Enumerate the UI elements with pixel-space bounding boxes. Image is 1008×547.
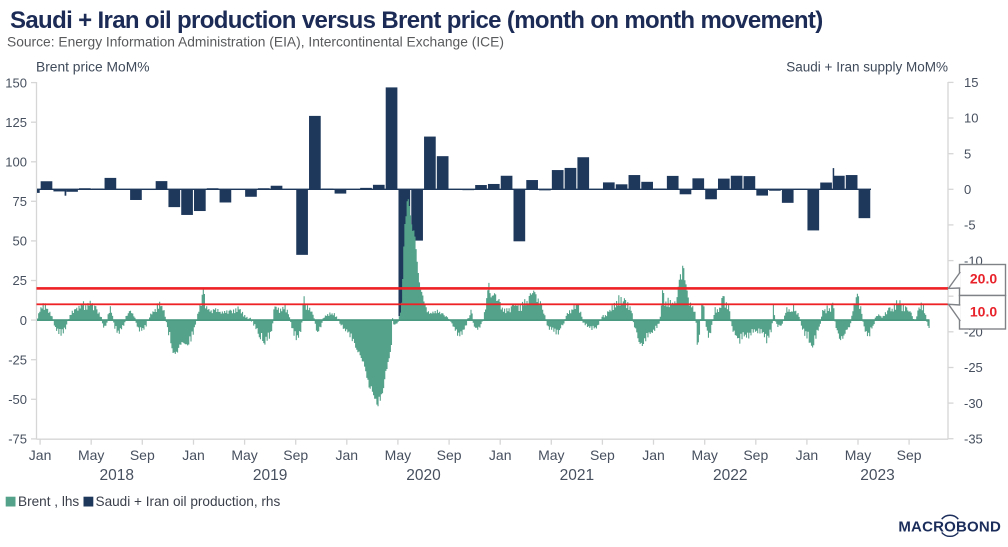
svg-text:-5: -5 [964,218,976,233]
svg-text:2023: 2023 [860,467,894,484]
svg-text:Jan: Jan [489,447,512,463]
svg-text:-25: -25 [8,352,27,367]
svg-text:Saudi + Iran oil production ve: Saudi + Iran oil production versus Brent… [10,7,823,34]
svg-text:25: 25 [13,273,27,288]
svg-text:2022: 2022 [713,467,747,484]
svg-text:-30: -30 [964,396,983,411]
svg-text:Jan: Jan [796,447,819,463]
svg-text:Saudi + Iran oil production, r: Saudi + Iran oil production, rhs [96,494,281,509]
svg-text:Sep: Sep [130,447,155,463]
svg-text:Jan: Jan [336,447,359,463]
svg-text:2020: 2020 [406,467,441,484]
svg-text:May: May [385,447,411,463]
svg-text:125: 125 [5,115,27,130]
svg-text:2018: 2018 [100,467,134,484]
svg-text:Saudi + Iran supply MoM%: Saudi + Iran supply MoM% [786,60,948,75]
svg-text:150: 150 [5,75,27,90]
svg-text:10.0: 10.0 [970,304,997,320]
svg-text:Sep: Sep [897,447,922,463]
svg-text:75: 75 [13,194,27,209]
svg-text:20.0: 20.0 [970,271,997,287]
svg-text:Brent , lhs: Brent , lhs [18,494,79,509]
svg-text:2019: 2019 [253,467,287,484]
svg-text:MACROBOND: MACROBOND [898,519,1001,536]
svg-text:Source: Energy Information Adm: Source: Energy Information Administratio… [7,35,504,50]
svg-text:Brent price MoM%: Brent price MoM% [36,60,149,75]
svg-text:May: May [691,447,717,463]
svg-text:May: May [538,447,564,463]
svg-text:Jan: Jan [29,447,52,463]
svg-text:Sep: Sep [437,447,462,463]
svg-text:5: 5 [964,146,971,161]
svg-text:-75: -75 [8,432,27,447]
svg-text:Sep: Sep [743,447,768,463]
svg-text:Jan: Jan [182,447,205,463]
svg-text:0: 0 [964,182,971,197]
svg-text:Sep: Sep [590,447,615,463]
svg-text:-50: -50 [8,392,27,407]
svg-text:Sep: Sep [283,447,308,463]
svg-text:0: 0 [20,313,27,328]
svg-text:100: 100 [5,155,27,170]
svg-text:Jan: Jan [642,447,665,463]
svg-text:May: May [78,447,104,463]
svg-text:-25: -25 [964,360,983,375]
svg-text:May: May [845,447,871,463]
svg-text:10: 10 [964,111,978,126]
svg-text:-35: -35 [964,431,983,446]
svg-text:50: 50 [13,234,27,249]
svg-text:May: May [231,447,257,463]
svg-text:15: 15 [964,75,978,90]
svg-text:2021: 2021 [560,467,594,484]
